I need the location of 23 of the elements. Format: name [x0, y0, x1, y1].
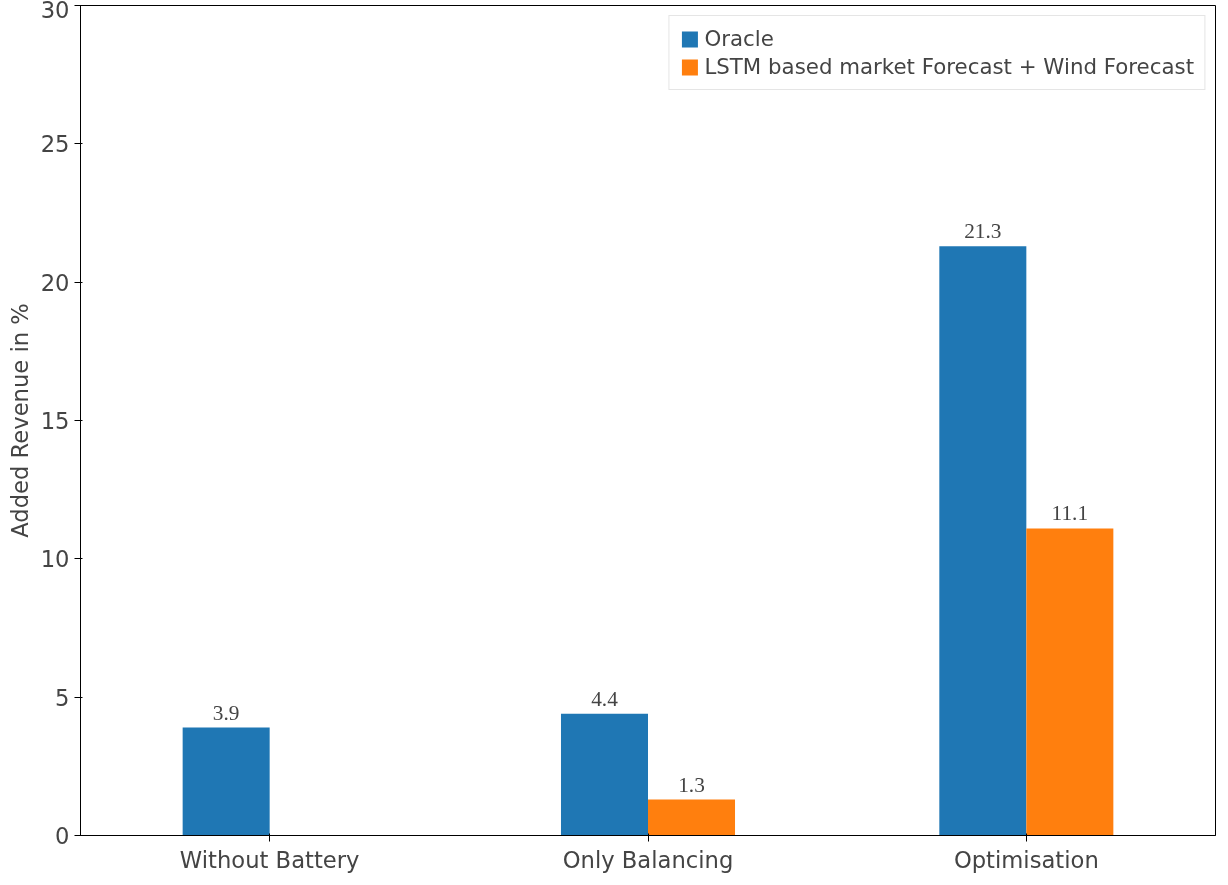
x-tick-label: Optimisation: [953, 846, 1099, 873]
data-label: 3.9: [212, 700, 240, 725]
x-tick-label: Only Balancing: [562, 846, 734, 873]
bar: [939, 246, 1027, 836]
legend-label: Oracle: [704, 26, 774, 51]
y-tick-label: 10: [40, 546, 70, 573]
legend-label: LSTM based market Forecast + Wind Forecast: [704, 54, 1194, 79]
data-label: 11.1: [1051, 501, 1089, 526]
y-tick-label: 15: [40, 408, 70, 434]
y-tick-label: 25: [40, 131, 70, 158]
x-tick-label: Without Battery: [179, 846, 360, 873]
y-axis-title: Added Revenue in %: [6, 303, 33, 538]
bar: [648, 799, 736, 836]
data-label: 4.4: [591, 686, 619, 711]
y-tick-label: 5: [55, 684, 70, 711]
data-label: 21.3: [964, 219, 1002, 244]
data-label: 1.3: [678, 772, 705, 797]
bar: [182, 727, 270, 836]
y-tick-label: 30: [40, 0, 70, 23]
bar: [1026, 528, 1114, 836]
y-tick-label: 20: [40, 269, 70, 296]
bar: [560, 713, 648, 836]
y-tick-label: 0: [55, 823, 70, 849]
